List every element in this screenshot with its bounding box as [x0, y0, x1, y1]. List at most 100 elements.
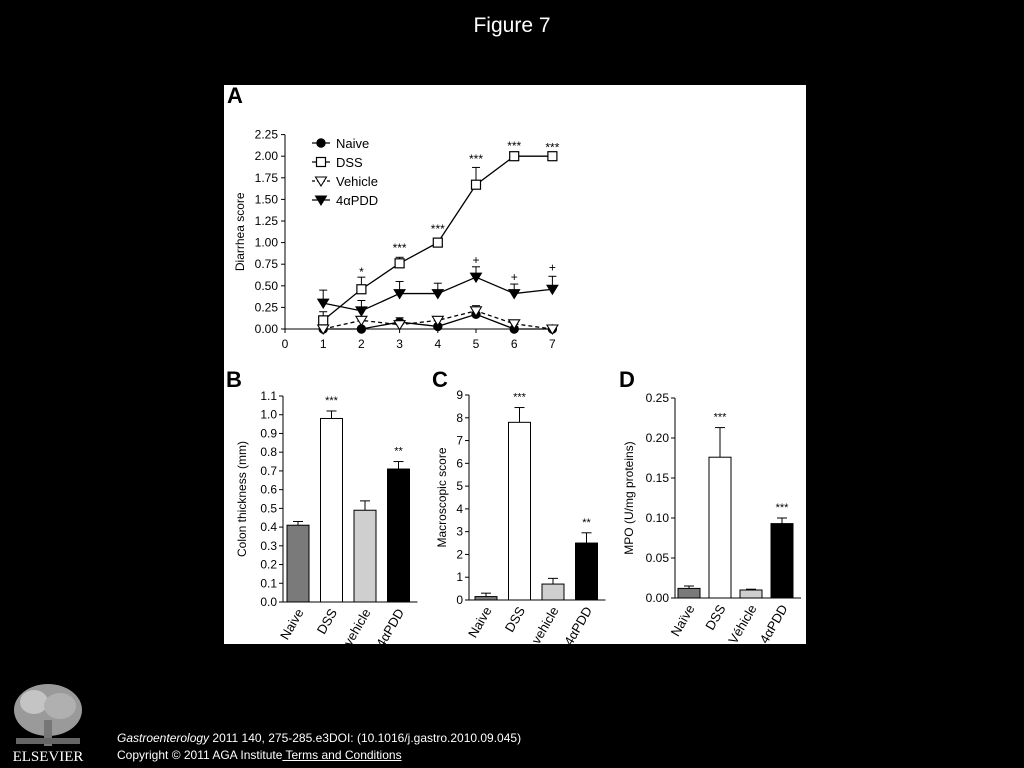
y-tick-label: 1.50 [255, 192, 279, 206]
significance-label: *** [513, 392, 527, 404]
data-point [507, 319, 521, 330]
data-point [355, 306, 368, 317]
y-tick-label: 0.25 [646, 391, 670, 405]
data-point [431, 289, 445, 300]
significance-label: *** [469, 152, 483, 166]
y-tick-label: 0.50 [255, 279, 279, 293]
y-tick-label: 2 [456, 547, 463, 561]
y-tick-label: 0.3 [260, 539, 277, 553]
y-tick-label: 0.7 [260, 464, 277, 478]
bar [739, 589, 763, 599]
y-tick-label: 1.00 [255, 236, 279, 250]
y-tick-label: 0.00 [646, 591, 670, 605]
bar [474, 596, 498, 601]
significance-label: ** [394, 446, 403, 458]
category-label: 4αPDD [373, 606, 407, 644]
y-tick-label: 0.15 [646, 471, 670, 485]
x-tick-label: 0 [282, 337, 289, 351]
significance-label: *** [325, 395, 339, 407]
bar [770, 523, 794, 599]
significance-label: + [472, 253, 479, 267]
data-point [318, 315, 329, 326]
y-tick-label: 0.1 [260, 576, 277, 590]
legend-marker [314, 176, 328, 188]
significance-label: *** [714, 412, 728, 424]
x-tick-label: 1 [320, 337, 327, 351]
terms-link[interactable]: Terms and Conditions [282, 748, 402, 762]
x-tick-label: 7 [549, 337, 556, 351]
data-point [545, 324, 559, 336]
data-point [431, 315, 445, 327]
legend-marker [316, 138, 326, 148]
footer-citation: Gastroenterology 2011 140, 275-285.e3DOI… [117, 731, 521, 745]
copyright-text: Copyright © 2011 AGA Institute [117, 748, 283, 762]
journal-name: Gastroenterology [117, 731, 210, 745]
y-tick-label: 7 [456, 434, 463, 448]
y-tick-label: 5 [456, 479, 463, 493]
tree-icon [14, 684, 82, 746]
y-tick-label: 2.00 [255, 149, 279, 163]
significance-label: *** [393, 241, 407, 255]
bar [575, 542, 598, 601]
legend-label: Naive [336, 136, 369, 151]
y-tick-label: 6 [456, 456, 463, 470]
legend-label: 4αPDD [336, 193, 378, 208]
bar [320, 417, 343, 603]
x-tick-label: 4 [434, 337, 441, 351]
figure-panel: A 0.00 0.25 0.50 0.75 1.00 1.25 1.50 1.75 2.00 2.2… [224, 85, 806, 644]
significance-label: *** [507, 139, 521, 153]
legend-label: DSS [336, 155, 363, 170]
panel-label: A [227, 85, 243, 108]
legend-marker [315, 156, 327, 168]
bar [541, 583, 565, 601]
y-tick-label: 0.00 [255, 322, 279, 336]
data-point [547, 151, 558, 162]
data-point [393, 289, 406, 300]
y-tick-label: 0 [456, 593, 463, 607]
y-tick-label: 0.9 [260, 426, 277, 440]
data-point [356, 284, 367, 295]
bar [508, 421, 531, 601]
data-point [393, 320, 407, 331]
elsevier-logo: ELSEVIER [8, 680, 88, 764]
significance-label: *** [776, 502, 790, 514]
data-point [469, 272, 483, 284]
category-label: DSS [502, 604, 529, 635]
y-axis-label: Macroscopic score [435, 447, 449, 547]
y-tick-label: 0.25 [255, 300, 279, 314]
category-label: vehicle [528, 604, 561, 644]
y-tick-label: 1.25 [255, 214, 279, 228]
panel-label: C [432, 367, 448, 392]
bar [387, 468, 410, 603]
data-point [509, 151, 520, 162]
y-tick-label: 1.75 [255, 171, 279, 185]
bar [677, 587, 701, 599]
y-axis-label: Diarrhea score [233, 192, 247, 271]
y-tick-label: 0.6 [260, 483, 277, 497]
category-label: Naive [465, 604, 495, 640]
footer-copyright: Copyright © 2011 AGA Institute Terms and… [117, 748, 402, 762]
category-label: vehicle [340, 606, 373, 644]
bar [286, 524, 310, 603]
category-label: DSS [314, 606, 341, 637]
significance-label: *** [545, 141, 559, 155]
significance-label: * [359, 265, 364, 279]
y-tick-label: 0.75 [255, 257, 279, 271]
x-tick-label: 5 [473, 337, 480, 351]
significance-label: ** [582, 517, 591, 529]
data-point [394, 258, 405, 269]
category-label: 4αPDD [757, 602, 791, 644]
y-axis-label: MPO (U/mg proteins) [622, 441, 636, 554]
y-tick-label: 1 [456, 570, 463, 584]
y-tick-label: 0.0 [260, 595, 277, 609]
y-tick-label: 4 [456, 502, 463, 516]
category-label: DSS [702, 602, 729, 633]
data-point [469, 306, 483, 317]
data-point [316, 324, 330, 336]
y-tick-label: 1.1 [260, 389, 277, 403]
bar [353, 509, 377, 603]
y-tick-label: 0.2 [260, 558, 277, 572]
y-tick-label: 0.20 [646, 431, 670, 445]
significance-label: + [549, 261, 556, 275]
category-label: Véhicle [725, 602, 759, 644]
